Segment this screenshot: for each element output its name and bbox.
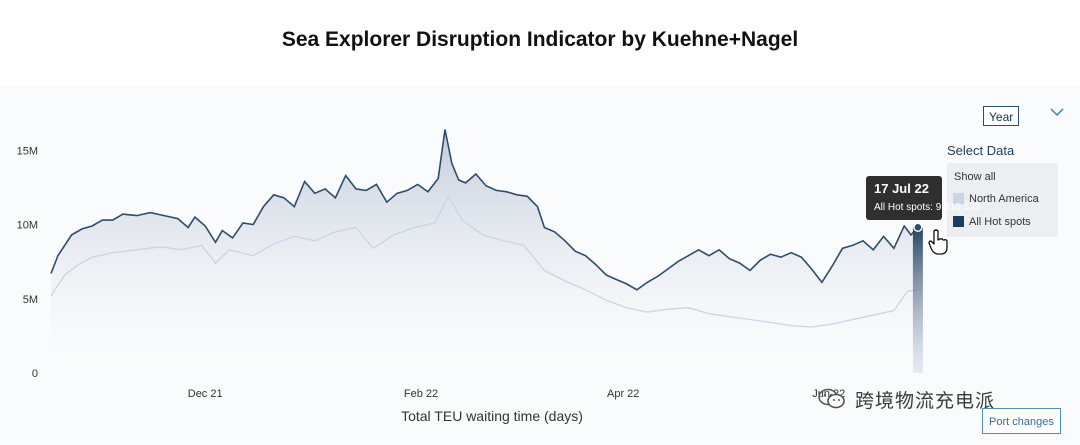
tooltip-label: All Hot spots: [874,202,933,213]
legend-swatch-all-hot-spots [953,216,964,227]
legend-swatch-north-america [953,193,964,204]
chart-title: Sea Explorer Disruption Indicator by Kue… [281,28,799,51]
x-tick-label: Feb 22 [404,388,438,400]
y-tick-label: 15M [17,145,38,157]
series-all-hot-spots-line[interactable] [50,129,919,291]
port-changes-button[interactable]: Port changes [982,408,1061,434]
hand-cursor-icon [928,229,948,255]
legend-label-all-hot-spots: All Hot spots [969,216,1031,228]
legend-panel: Show all North America All Hot spots [947,163,1058,237]
legend-label-north-america: North America [969,193,1039,205]
legend-item-north-america[interactable]: North America [953,193,1039,205]
chevron-down-icon[interactable] [1048,104,1066,120]
y-tick-label: 0 [32,368,38,380]
series-all-hot-spots-area [51,129,918,373]
watermark-text: 跨境物流充电派 [855,390,996,412]
legend-item-all-hot-spots[interactable]: All Hot spots [953,216,1031,228]
x-axis-title: Total TEU waiting time (days) [401,408,583,424]
y-tick-label: 10M [17,220,38,232]
x-tick-label: Apr 22 [607,388,639,400]
wechat-logo-icon [818,388,845,409]
hover-data-point [913,222,923,233]
tooltip-date: 17 Jul 22 [874,181,929,196]
tooltip-value-line: All Hot spots: 9,810,123 [874,202,980,213]
period-select[interactable]: Year [983,106,1020,126]
x-tick-label: Dec 21 [188,388,223,400]
series-north-america-line [50,194,918,328]
y-tick-label: 5M [23,294,38,306]
hover-highlight-band [912,227,923,373]
watermark: 跨境物流充电派 [817,383,995,415]
select-data-title: Select Data [947,143,1015,158]
chart-tooltip: 17 Jul 22 All Hot spots: 9,810,123 [866,176,980,220]
legend-show-all[interactable]: Show all [954,171,996,183]
tooltip-value: 9,810,123 [935,202,981,213]
